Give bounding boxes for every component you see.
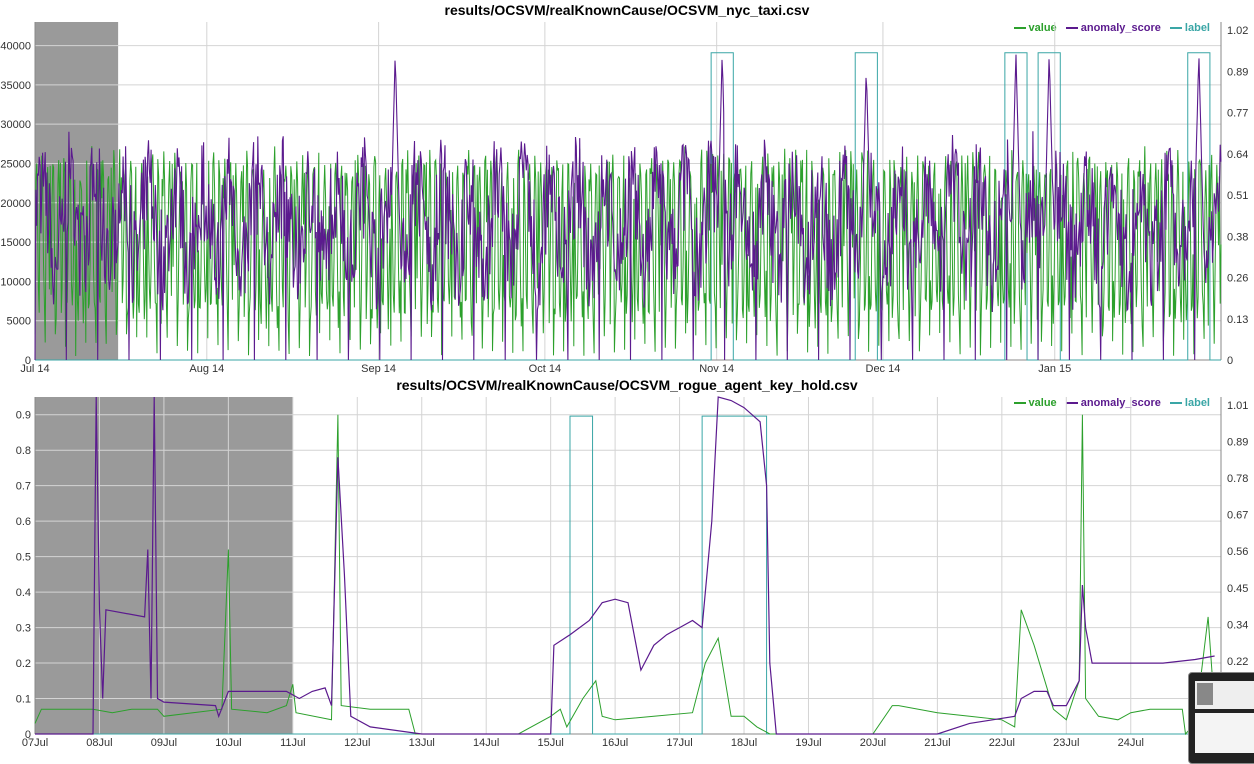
x-tick-label: 20Jul — [860, 737, 886, 749]
y-tick-label: 0.8 — [16, 445, 31, 457]
y2-tick-label: 0.51 — [1227, 190, 1248, 202]
x-tick-label: 23Jul — [1053, 737, 1079, 749]
x-tick-label: 19Jul — [795, 737, 821, 749]
legend-item-label[interactable]: label — [1169, 397, 1210, 409]
y-tick-label: 0.9 — [16, 410, 31, 422]
legend-swatch-anomaly-score — [1065, 27, 1078, 30]
legend-item-anomaly-score[interactable]: anomaly_score — [1065, 22, 1161, 34]
y2-tick-label: 0.89 — [1227, 66, 1248, 78]
y-tick-label: 0 — [25, 729, 31, 741]
y-tick-label: 0.2 — [16, 658, 31, 670]
chart-plot-rogue-agent-key-hold[interactable]: 00.10.20.30.40.50.60.70.80.900.110.220.3… — [0, 375, 1254, 755]
y2-tick-label: 0 — [1227, 355, 1233, 367]
y-tick-label: 35000 — [0, 80, 31, 92]
x-tick-label: Jan 15 — [1038, 363, 1071, 375]
x-tick-label: 18Jul — [731, 737, 757, 749]
y-tick-label: 25000 — [0, 158, 31, 170]
y2-tick-label: 0.77 — [1227, 108, 1248, 120]
y-tick-label: 40000 — [0, 41, 31, 53]
y2-tick-label: 1.02 — [1227, 25, 1248, 37]
x-tick-label: 24Jul — [1118, 737, 1144, 749]
series-anomaly-score-line — [35, 396, 1215, 735]
y2-tick-label: 0.45 — [1227, 583, 1248, 595]
x-tick-label: 15Jul — [538, 737, 564, 749]
y2-tick-label: 0.34 — [1227, 619, 1248, 631]
legend-item-value[interactable]: value — [1013, 22, 1057, 34]
x-tick-label: Dec 14 — [866, 363, 901, 375]
legend-swatch-anomaly-score — [1065, 402, 1078, 405]
legend-item-label[interactable]: label — [1169, 22, 1210, 34]
x-tick-label: Sep 14 — [361, 363, 396, 375]
chart-panel-rogue-agent-key-hold: results/OCSVM/realKnownCause/OCSVM_rogue… — [0, 375, 1254, 755]
y2-tick-label: 0.64 — [1227, 149, 1248, 161]
x-tick-label: 22Jul — [989, 737, 1015, 749]
y-tick-label: 30000 — [0, 119, 31, 131]
y-tick-label: 0.3 — [16, 623, 31, 635]
legend-swatch-label — [1169, 402, 1182, 405]
series-value-line — [34, 414, 1216, 736]
chart-panel-nyc-taxi: results/OCSVM/realKnownCause/OCSVM_nyc_t… — [0, 0, 1254, 378]
x-tick-label: 07Jul — [22, 737, 48, 749]
y-tick-label: 20000 — [0, 198, 31, 210]
y2-tick-label: 0.56 — [1227, 546, 1248, 558]
y-tick-label: 0.6 — [16, 516, 31, 528]
chart-legend[interactable]: value anomaly_score label — [1008, 397, 1210, 409]
x-tick-label: 13Jul — [409, 737, 435, 749]
y2-tick-label: 0.78 — [1227, 473, 1248, 485]
y2-tick-label: 0.38 — [1227, 231, 1248, 243]
y-tick-label: 15000 — [0, 237, 31, 249]
y2-tick-label: 0.67 — [1227, 510, 1248, 522]
x-tick-label: 11Jul — [280, 737, 305, 749]
y-tick-label: 10000 — [0, 276, 31, 288]
window-thumbnail[interactable] — [1188, 672, 1254, 764]
series-label-line — [35, 415, 1221, 735]
y2-tick-label: 0.89 — [1227, 437, 1248, 449]
y-tick-label: 0.7 — [16, 481, 31, 493]
x-tick-label: 14Jul — [473, 737, 499, 749]
y-tick-label: 0 — [25, 355, 31, 367]
y2-tick-label: 0.22 — [1227, 656, 1248, 668]
legend-swatch-label — [1169, 27, 1182, 30]
x-tick-label: 21Jul — [924, 737, 950, 749]
y2-tick-label: 0.26 — [1227, 273, 1248, 285]
x-tick-label: Aug 14 — [189, 363, 224, 375]
y-tick-label: 0.4 — [16, 587, 31, 599]
x-tick-label: Nov 14 — [699, 363, 734, 375]
chart-plot-nyc-taxi[interactable]: 0 5000 10000 15000 20000 25000 30000 35000 40000… — [0, 0, 1254, 378]
x-tick-label: Jul 14 — [20, 363, 49, 375]
legend-swatch-value — [1013, 27, 1026, 30]
chart-legend[interactable]: value anomaly_score label — [1008, 22, 1210, 34]
x-tick-label: Oct 14 — [529, 363, 561, 375]
y-tick-label: 0.5 — [16, 552, 31, 564]
x-tick-label: 10Jul — [215, 737, 241, 749]
thumbnail-chart-bottom — [1195, 713, 1254, 753]
series-anomaly-score-line — [34, 54, 1222, 361]
chart-title: results/OCSVM/realKnownCause/OCSVM_rogue… — [396, 377, 858, 393]
legend-swatch-value — [1013, 402, 1026, 405]
legend-item-anomaly-score[interactable]: anomaly_score — [1065, 397, 1161, 409]
thumbnail-probation-shade — [1197, 683, 1213, 705]
x-tick-label: 09Jul — [151, 737, 177, 749]
x-tick-label: 16Jul — [602, 737, 628, 749]
y-tick-label: 0.1 — [16, 694, 31, 706]
x-tick-label: 17Jul — [666, 737, 692, 749]
chart-title: results/OCSVM/realKnownCause/OCSVM_nyc_t… — [444, 2, 810, 18]
y2-tick-label: 0.13 — [1227, 314, 1248, 326]
x-tick-label: 12Jul — [344, 737, 370, 749]
x-tick-label: 08Jul — [86, 737, 112, 749]
y-tick-label: 5000 — [7, 316, 31, 328]
legend-item-value[interactable]: value — [1013, 397, 1057, 409]
y2-tick-label: 1.01 — [1227, 400, 1248, 412]
